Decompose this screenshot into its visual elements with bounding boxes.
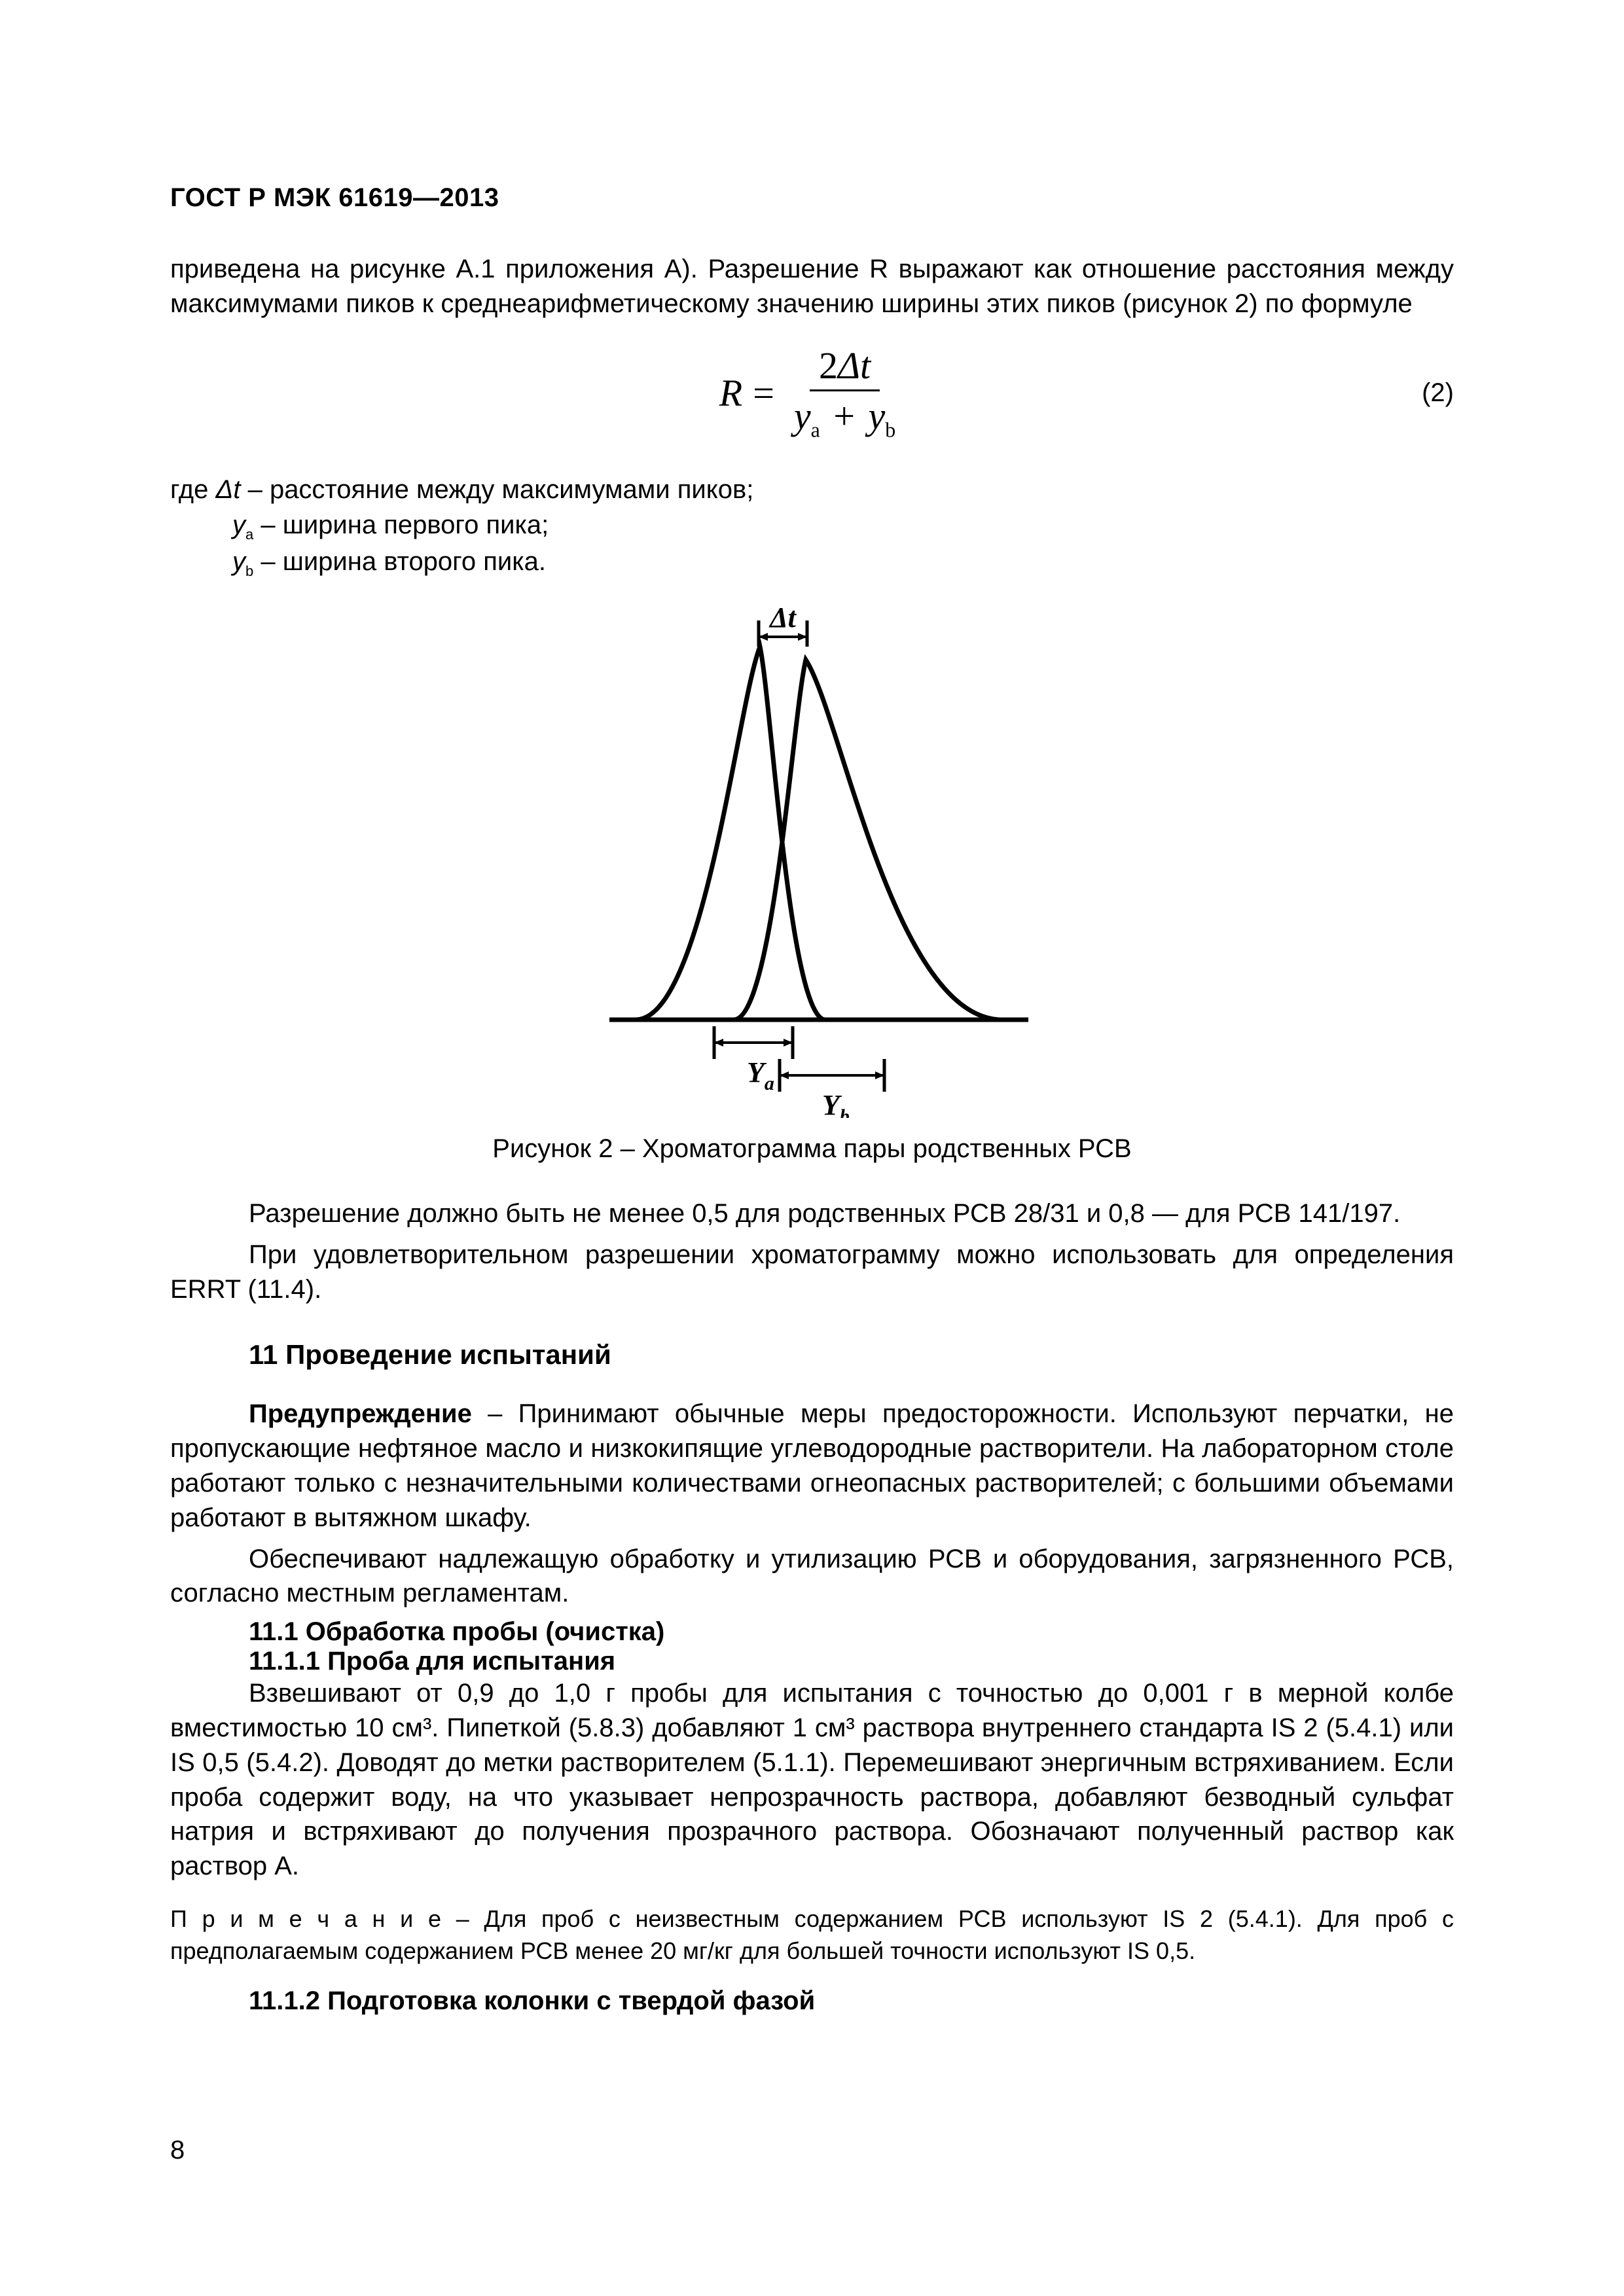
num-symbol: Δt: [838, 344, 871, 387]
fraction-denominator: ya + yb: [785, 391, 905, 442]
where-row-yb: yb – ширина второго пика.: [170, 544, 1454, 581]
where-ya-sym: y: [232, 511, 245, 539]
resolution-paragraph: Разрешение должно быть не менее 0,5 для …: [170, 1196, 1454, 1231]
fraction-numerator: 2Δt: [810, 345, 880, 391]
where-ya-sub: a: [245, 526, 253, 543]
where-yb-sub: b: [245, 563, 253, 579]
warning-label: Предупреждение: [249, 1399, 472, 1428]
where-dt-text: – расстояние между максимумами пиков;: [240, 475, 753, 504]
fig-ya-label: Ya: [747, 1056, 774, 1094]
chromatogram-svg: Δt Ya: [518, 601, 1107, 1118]
warning-paragraph: Предупреждение – Принимают обычные меры …: [170, 1397, 1454, 1535]
num-coeff: 2: [819, 344, 838, 387]
warning-paragraph-2: Обеспечивают надлежащую обработку и утил…: [170, 1542, 1454, 1611]
where-row-dt: где Δt – расстояние между максимумами пи…: [170, 472, 1454, 507]
errt-paragraph: При удовлетворительном разрешении хромат…: [170, 1238, 1454, 1307]
where-block: где Δt – расстояние между максимумами пи…: [170, 472, 1454, 581]
para-11-1-1: Взвешивают от 0,9 до 1,0 г пробы для исп…: [170, 1676, 1454, 1884]
heading-11-1-1: 11.1.1 Проба для испытания: [170, 1647, 1454, 1676]
heading-11-1-2: 11.1.2 Подготовка колонки с твердой фазо…: [170, 1986, 1454, 2016]
where-label: где: [170, 475, 208, 504]
formula-number: (2): [1422, 378, 1454, 408]
den-ya: y: [794, 395, 811, 437]
figure-2: Δt Ya: [170, 601, 1454, 1121]
peak-b-path: [734, 660, 1002, 1020]
equals-sign: =: [753, 371, 774, 415]
note-label: П р и м е ч а н и е: [170, 1905, 441, 1932]
fraction: 2Δt ya + yb: [785, 345, 905, 441]
where-yb-sym: y: [232, 547, 245, 576]
intro-paragraph: приведена на рисунке А.1 приложения А). …: [170, 252, 1454, 321]
note-block: П р и м е ч а н и е – Для проб с неизвес…: [170, 1903, 1454, 1967]
page-number: 8: [170, 2136, 185, 2165]
page-root: ГОСТ Р МЭК 61619—2013 приведена на рисун…: [0, 0, 1624, 2296]
den-yb-sub: b: [885, 418, 895, 441]
den-yb: y: [869, 395, 886, 437]
where-row-ya: ya – ширина первого пика;: [170, 507, 1454, 545]
den-plus: +: [829, 395, 859, 437]
formula-lhs: R: [719, 371, 742, 415]
fig-yb-label: Yb: [822, 1089, 850, 1118]
where-yb-text: – ширина второго пика.: [253, 547, 546, 576]
doc-header: ГОСТ Р МЭК 61619—2013: [170, 183, 1454, 213]
formula: R = 2Δt ya + yb: [719, 345, 905, 441]
den-ya-sub: a: [811, 418, 820, 441]
fig-delta-t-label: Δt: [768, 601, 797, 634]
figure-2-caption: Рисунок 2 – Хроматограмма пары родственн…: [170, 1134, 1454, 1164]
where-dt-sym: Δt: [216, 475, 241, 504]
section-11-heading: 11 Проведение испытаний: [249, 1339, 1454, 1371]
formula-row: R = 2Δt ya + yb (2): [170, 334, 1454, 452]
heading-11-1: 11.1 Обработка пробы (очистка): [170, 1617, 1454, 1647]
where-ya-text: – ширина первого пика;: [253, 511, 549, 539]
